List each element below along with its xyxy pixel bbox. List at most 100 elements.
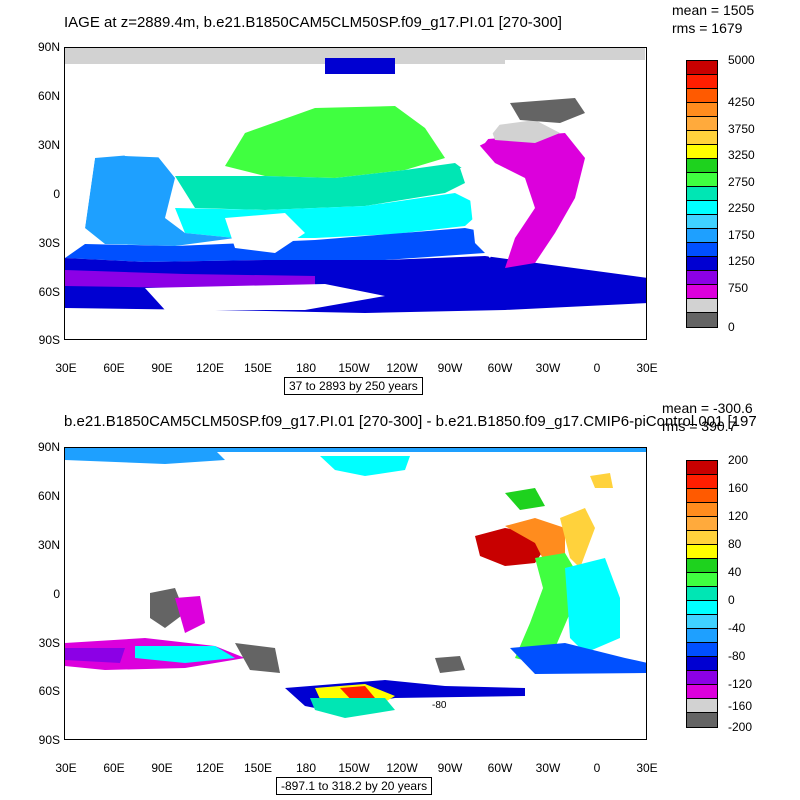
land-asia — [105, 103, 265, 158]
p2-legend-label: 160 — [728, 481, 749, 495]
p2-lat-0: 0 — [53, 587, 60, 601]
colorbar-swatch — [687, 699, 717, 713]
colorbar-swatch — [687, 615, 717, 629]
colorbar-swatch — [687, 285, 717, 299]
p2-lat-90n: 90N — [37, 440, 60, 454]
panel2-contour-info: -897.1 to 318.2 by 20 years — [276, 777, 433, 795]
arctic-anomaly-west — [65, 450, 225, 464]
land-south-america — [460, 168, 525, 258]
p1-legend-label: 1250 — [728, 254, 755, 268]
p2-legend-label: -200 — [728, 720, 753, 734]
land-africa-south — [65, 158, 95, 233]
p1-lon-60e: 60E — [103, 361, 125, 375]
colorbar-swatch — [687, 685, 717, 699]
p1-lon-30e: 30E — [55, 361, 77, 375]
p1-legend-label: 750 — [728, 281, 749, 295]
arctic-ice — [65, 48, 645, 60]
colorbar-swatch — [687, 159, 717, 173]
p2-lat-30s: 30S — [38, 636, 60, 650]
p1-lat-60s: 60S — [38, 285, 60, 299]
p2-lon-120e: 120E — [195, 761, 225, 775]
greenland-green — [505, 488, 545, 510]
colorbar-swatch — [687, 573, 717, 587]
indian-magenta — [175, 596, 205, 633]
panel2-mean: mean = -300.6 — [662, 400, 753, 416]
p1-lon-120e: 120E — [195, 361, 225, 375]
p1-lat-90s: 90S — [38, 333, 60, 347]
land-africa-east — [585, 163, 646, 258]
colorbar-swatch — [687, 229, 717, 243]
panel1-map — [64, 47, 647, 340]
colorbar-swatch — [687, 257, 717, 271]
contour-label: -80 — [432, 700, 447, 711]
p2-legend-label: -160 — [728, 699, 753, 713]
p2-lon-150e: 150E — [243, 761, 273, 775]
south-atlantic-blue — [510, 643, 646, 674]
p1-lon-90w: 90W — [437, 361, 463, 375]
panel2-rms: rms = 390.7 — [662, 418, 737, 434]
p1-lat-0: 0 — [53, 187, 60, 201]
colorbar-swatch — [687, 657, 717, 671]
panel1-rms: rms = 1679 — [672, 20, 743, 36]
p1-lon-0: 0 — [593, 361, 601, 375]
colorbar-swatch — [687, 587, 717, 601]
colorbar-swatch — [687, 545, 717, 559]
southern-gray — [235, 643, 280, 673]
p2-lon-30e: 30E — [55, 761, 77, 775]
panel1-contour-info: 37 to 2893 by 250 years — [284, 377, 423, 395]
na-warm-ring — [505, 518, 565, 563]
p1-legend-label: 4250 — [728, 95, 755, 109]
p2-legend-label: 80 — [728, 537, 742, 551]
land-africa-north — [65, 108, 105, 160]
p1-lon-90e: 90E — [151, 361, 173, 375]
colorbar-swatch — [687, 629, 717, 643]
p2-lat-60s: 60S — [38, 684, 60, 698]
panel2-title: b.e21.B1850CAM5CLM50SP.f09_g17.PI.01 [27… — [64, 413, 757, 430]
p2-legend-label: -40 — [728, 621, 746, 635]
colorbar-swatch — [687, 131, 717, 145]
atlantic-yellow-anomaly — [560, 508, 595, 568]
land-north-america — [395, 78, 505, 153]
colorbar-swatch — [687, 671, 717, 685]
colorbar-swatch — [687, 187, 717, 201]
colorbar-swatch — [687, 201, 717, 215]
p2-lon-180: 180 — [295, 761, 317, 775]
p2-legend-label: 120 — [728, 509, 749, 523]
colorbar-swatch — [687, 713, 717, 727]
p2-lat-90s: 90S — [38, 733, 60, 747]
north-pacific-old-water — [225, 106, 445, 178]
colorbar-swatch — [687, 271, 717, 285]
atlantic-young-water — [475, 133, 585, 268]
p1-lon-60w: 60W — [487, 361, 513, 375]
p2-lon-60e: 60E — [103, 761, 125, 775]
p2-lon-30w: 30W — [535, 761, 561, 775]
panel1-mean: mean = 1505 — [672, 2, 755, 18]
arctic-ice-edge — [65, 60, 505, 64]
p2-lon-120w: 120W — [386, 761, 418, 775]
p2-lon-60w: 60W — [487, 761, 513, 775]
colorbar-swatch — [687, 145, 717, 159]
panel2-map — [64, 447, 647, 740]
colorbar-swatch — [687, 643, 717, 657]
p1-legend-label: 5000 — [728, 53, 755, 67]
arctic-blue-line — [65, 448, 646, 452]
p1-lon-120w: 120W — [386, 361, 418, 375]
p1-legend-label: 3750 — [728, 122, 755, 136]
colorbar-swatch — [687, 601, 717, 615]
p2-lon-90w: 90W — [437, 761, 463, 775]
p1-lon-30e-right: 30E — [636, 361, 658, 375]
p2-legend-label: 200 — [728, 453, 749, 467]
p2-legend-label: 0 — [728, 593, 735, 607]
panel1-map-canvas — [65, 48, 646, 339]
p2-legend-label: -80 — [728, 649, 746, 663]
p2-lon-90e: 90E — [151, 761, 173, 775]
ross-sea-teal — [310, 698, 395, 718]
land-antarctica — [65, 313, 646, 339]
colorbar-swatch — [687, 531, 717, 545]
nordic-seas — [510, 98, 585, 123]
colorbar-swatch — [687, 75, 717, 89]
colorbar-swatch — [687, 475, 717, 489]
p2-legend-label: 40 — [728, 565, 742, 579]
southern-purple-band — [65, 270, 315, 288]
barents-yellow — [590, 473, 613, 488]
